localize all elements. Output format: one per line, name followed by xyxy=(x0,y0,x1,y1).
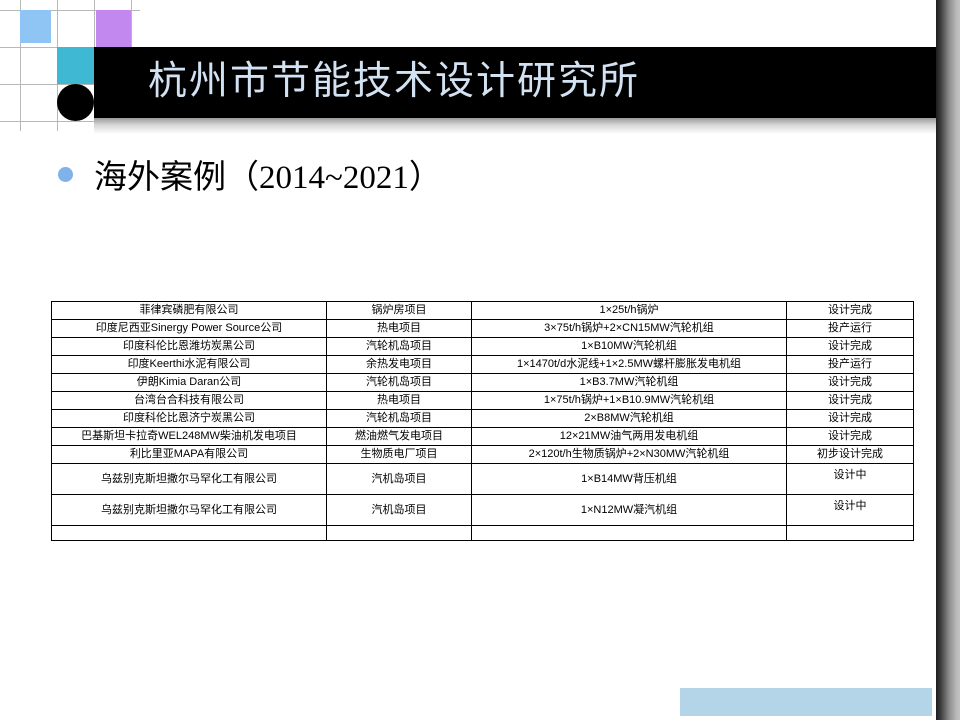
cell-project: 锅炉房项目 xyxy=(326,301,472,320)
cell-project: 汽轮机岛项目 xyxy=(326,409,472,428)
cell-project: 汽轮机岛项目 xyxy=(326,337,472,356)
cell-empty xyxy=(51,525,327,541)
cell-status: 投产运行 xyxy=(786,319,914,338)
cell-spec: 1×75t/h锅炉+1×B10.9MW汽轮机组 xyxy=(471,391,787,410)
cell-company: 乌兹别克斯坦撒尔马罕化工有限公司 xyxy=(51,463,327,495)
cell-project: 生物质电厂项目 xyxy=(326,445,472,464)
header-bar xyxy=(94,47,936,118)
table-row: 印度科伦比恩潍坊炭黑公司 汽轮机岛项目 1×B10MW汽轮机组 设计完成 xyxy=(51,337,914,356)
bullet-item-label: 海外案例（2014~2021） xyxy=(94,160,442,196)
cell-status: 设计完成 xyxy=(786,409,914,428)
cell-status: 设计完成 xyxy=(786,337,914,356)
cell-project: 汽机岛项目 xyxy=(326,494,472,526)
cell-company: 印度Keerthi水泥有限公司 xyxy=(51,355,327,374)
cell-spec: 1×B10MW汽轮机组 xyxy=(471,337,787,356)
cell-status: 设计中 xyxy=(786,494,914,526)
table-row: 乌兹别克斯坦撒尔马罕化工有限公司 汽机岛项目 1×B14MW背压机组 设计中 xyxy=(51,463,914,495)
decorative-square-purple xyxy=(96,10,131,47)
footer-accent-bar xyxy=(680,688,932,716)
cell-company: 印度尼西亚Sinergy Power Source公司 xyxy=(51,319,327,338)
cell-project: 热电项目 xyxy=(326,319,472,338)
cell-company: 利比里亚MAPA有限公司 xyxy=(51,445,327,464)
cell-company: 乌兹别克斯坦撒尔马罕化工有限公司 xyxy=(51,494,327,526)
table-row: 印度科伦比恩济宁炭黑公司 汽轮机岛项目 2×B8MW汽轮机组 设计完成 xyxy=(51,409,914,428)
cell-company: 伊朗Kimia Daran公司 xyxy=(51,373,327,392)
bullet-dot-icon xyxy=(58,166,73,182)
table-row: 乌兹别克斯坦撒尔马罕化工有限公司 汽机岛项目 1×N12MW凝汽机组 设计中 xyxy=(51,494,914,526)
table-body: 菲律宾磷肥有限公司 锅炉房项目 1×25t/h锅炉 设计完成 印度尼西亚Sine… xyxy=(51,301,914,541)
table-row: 台湾台合科技有限公司 热电项目 1×75t/h锅炉+1×B10.9MW汽轮机组 … xyxy=(51,391,914,410)
decorative-square-teal xyxy=(57,47,94,84)
cell-status: 初步设计完成 xyxy=(786,445,914,464)
cell-company: 台湾台合科技有限公司 xyxy=(51,391,327,410)
table-row: 印度Keerthi水泥有限公司 余热发电项目 1×1470t/d水泥线+1×2.… xyxy=(51,355,914,374)
cell-spec: 1×B14MW背压机组 xyxy=(471,463,787,495)
cell-spec: 1×B3.7MW汽轮机组 xyxy=(471,373,787,392)
bullet-list-item: 海外案例（2014~2021） xyxy=(58,150,442,198)
cell-status: 设计完成 xyxy=(786,301,914,320)
cell-spec: 2×B8MW汽轮机组 xyxy=(471,409,787,428)
cell-project: 热电项目 xyxy=(326,391,472,410)
decorative-square-light-blue xyxy=(20,10,51,43)
table-row: 菲律宾磷肥有限公司 锅炉房项目 1×25t/h锅炉 设计完成 xyxy=(51,301,914,320)
cell-status: 设计完成 xyxy=(786,427,914,446)
cell-status: 设计完成 xyxy=(786,391,914,410)
decorative-gridline xyxy=(20,0,21,131)
overseas-projects-table: 菲律宾磷肥有限公司 锅炉房项目 1×25t/h锅炉 设计完成 印度尼西亚Sine… xyxy=(51,301,914,541)
cell-status: 投产运行 xyxy=(786,355,914,374)
cell-spec: 2×120t/h生物质锅炉+2×N30MW汽轮机组 xyxy=(471,445,787,464)
cell-empty xyxy=(786,525,914,541)
cell-project: 余热发电项目 xyxy=(326,355,472,374)
cell-company: 菲律宾磷肥有限公司 xyxy=(51,301,327,320)
decorative-gridline xyxy=(0,121,140,122)
table-row: 伊朗Kimia Daran公司 汽轮机岛项目 1×B3.7MW汽轮机组 设计完成 xyxy=(51,373,914,392)
table-row-empty xyxy=(51,525,914,541)
cell-company: 印度科伦比恩济宁炭黑公司 xyxy=(51,409,327,428)
cell-spec: 12×21MW油气两用发电机组 xyxy=(471,427,787,446)
cell-spec: 1×1470t/d水泥线+1×2.5MW螺杆膨胀发电机组 xyxy=(471,355,787,374)
cell-empty xyxy=(471,525,787,541)
cell-project: 燃油燃气发电项目 xyxy=(326,427,472,446)
cell-status: 设计完成 xyxy=(786,373,914,392)
cell-company: 巴基斯坦卡拉奇WEL248MW柴油机发电项目 xyxy=(51,427,327,446)
header-bar-shadow xyxy=(94,118,936,134)
cell-spec: 1×25t/h锅炉 xyxy=(471,301,787,320)
cell-project: 汽机岛项目 xyxy=(326,463,472,495)
cell-spec: 1×N12MW凝汽机组 xyxy=(471,494,787,526)
decorative-circle xyxy=(57,84,94,121)
table-row: 利比里亚MAPA有限公司 生物质电厂项目 2×120t/h生物质锅炉+2×N30… xyxy=(51,445,914,464)
slide-right-edge xyxy=(936,0,960,720)
cell-project: 汽轮机岛项目 xyxy=(326,373,472,392)
page-title: 杭州市节能技术设计研究所 xyxy=(148,60,641,103)
cell-spec: 3×75t/h锅炉+2×CN15MW汽轮机组 xyxy=(471,319,787,338)
table-row: 印度尼西亚Sinergy Power Source公司 热电项目 3×75t/h… xyxy=(51,319,914,338)
decorative-gridline xyxy=(0,10,140,11)
cell-company: 印度科伦比恩潍坊炭黑公司 xyxy=(51,337,327,356)
cell-empty xyxy=(326,525,472,541)
cell-status: 设计中 xyxy=(786,463,914,495)
table-row: 巴基斯坦卡拉奇WEL248MW柴油机发电项目 燃油燃气发电项目 12×21MW油… xyxy=(51,427,914,446)
